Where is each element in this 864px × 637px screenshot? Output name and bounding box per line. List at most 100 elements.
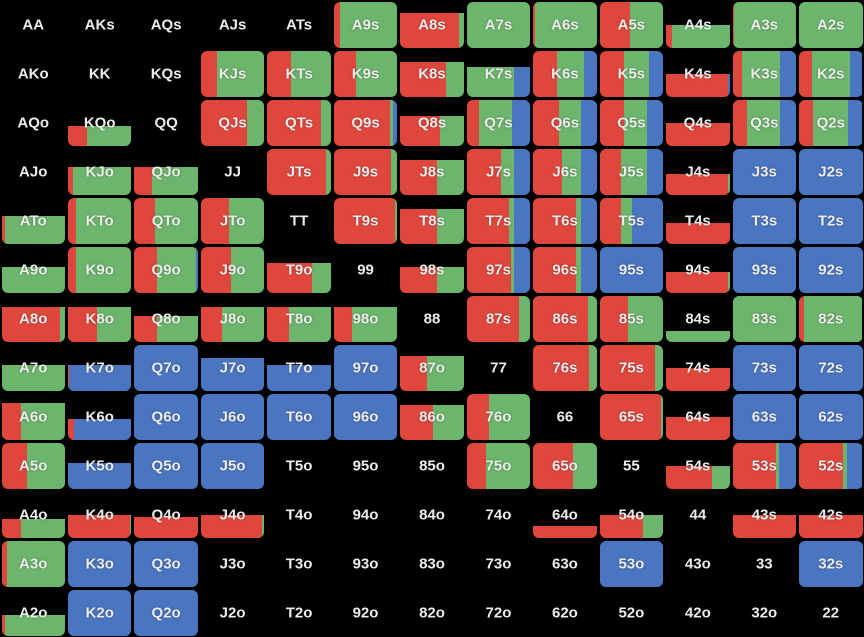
hand-cell-KJo[interactable]: KJo [67, 148, 132, 195]
hand-cell-73s[interactable]: 73s [732, 344, 797, 391]
hand-cell-AJo[interactable]: AJo [1, 148, 65, 195]
hand-cell-43o[interactable]: 43o [666, 540, 730, 587]
hand-cell-T2s[interactable]: T2s [799, 197, 863, 244]
hand-cell-J8o[interactable]: J8o [200, 295, 265, 342]
hand-cell-KK[interactable]: KK [67, 50, 132, 97]
hand-cell-AA[interactable]: AA [1, 1, 65, 48]
hand-cell-A3o[interactable]: A3o [1, 540, 65, 587]
hand-cell-AQs[interactable]: AQs [134, 1, 198, 48]
hand-cell-88[interactable]: 88 [400, 295, 464, 342]
hand-cell-K6s[interactable]: K6s [533, 50, 597, 97]
hand-cell-Q7s[interactable]: Q7s [466, 99, 531, 146]
hand-cell-32o[interactable]: 32o [732, 589, 797, 636]
hand-cell-73o[interactable]: 73o [466, 540, 531, 587]
hand-cell-T3o[interactable]: T3o [267, 540, 331, 587]
hand-cell-Q4o[interactable]: Q4o [134, 491, 198, 538]
hand-cell-T5s[interactable]: T5s [599, 197, 664, 244]
hand-cell-AQo[interactable]: AQo [1, 99, 65, 146]
hand-cell-32s[interactable]: 32s [799, 540, 863, 587]
hand-cell-99[interactable]: 99 [333, 246, 398, 293]
hand-cell-64s[interactable]: 64s [666, 393, 730, 440]
hand-cell-K5s[interactable]: K5s [599, 50, 664, 97]
hand-cell-QJs[interactable]: QJs [200, 99, 265, 146]
hand-cell-K7o[interactable]: K7o [67, 344, 132, 391]
hand-cell-87o[interactable]: 87o [400, 344, 464, 391]
hand-cell-A6o[interactable]: A6o [1, 393, 65, 440]
hand-cell-43s[interactable]: 43s [732, 491, 797, 538]
hand-cell-72s[interactable]: 72s [799, 344, 863, 391]
hand-cell-74o[interactable]: 74o [466, 491, 531, 538]
hand-cell-J5o[interactable]: J5o [200, 442, 265, 489]
hand-cell-J7o[interactable]: J7o [200, 344, 265, 391]
hand-cell-96o[interactable]: 96o [333, 393, 398, 440]
hand-cell-ATs[interactable]: ATs [267, 1, 331, 48]
hand-cell-A3s[interactable]: A3s [732, 1, 797, 48]
hand-cell-K9o[interactable]: K9o [67, 246, 132, 293]
hand-cell-Q9s[interactable]: Q9s [333, 99, 398, 146]
hand-cell-JTs[interactable]: JTs [267, 148, 331, 195]
hand-cell-Q5o[interactable]: Q5o [134, 442, 198, 489]
hand-cell-KTo[interactable]: KTo [67, 197, 132, 244]
hand-cell-Q8o[interactable]: Q8o [134, 295, 198, 342]
hand-cell-T2o[interactable]: T2o [267, 589, 331, 636]
hand-cell-83s[interactable]: 83s [732, 295, 797, 342]
hand-cell-Q6s[interactable]: Q6s [533, 99, 597, 146]
hand-cell-96s[interactable]: 96s [533, 246, 597, 293]
hand-cell-K3s[interactable]: K3s [732, 50, 797, 97]
hand-cell-54o[interactable]: 54o [599, 491, 664, 538]
hand-cell-J4s[interactable]: J4s [666, 148, 730, 195]
hand-cell-74s[interactable]: 74s [666, 344, 730, 391]
hand-cell-95s[interactable]: 95s [599, 246, 664, 293]
hand-cell-T5o[interactable]: T5o [267, 442, 331, 489]
hand-cell-T6s[interactable]: T6s [533, 197, 597, 244]
hand-cell-KQs[interactable]: KQs [134, 50, 198, 97]
hand-cell-A9s[interactable]: A9s [333, 1, 398, 48]
hand-cell-A2s[interactable]: A2s [799, 1, 863, 48]
hand-cell-83o[interactable]: 83o [400, 540, 464, 587]
hand-cell-T4s[interactable]: T4s [666, 197, 730, 244]
hand-cell-22[interactable]: 22 [799, 589, 863, 636]
hand-cell-T7o[interactable]: T7o [267, 344, 331, 391]
hand-cell-J2s[interactable]: J2s [799, 148, 863, 195]
hand-cell-Q2s[interactable]: Q2s [799, 99, 863, 146]
hand-cell-J8s[interactable]: J8s [400, 148, 464, 195]
hand-cell-TT[interactable]: TT [267, 197, 331, 244]
hand-cell-63o[interactable]: 63o [533, 540, 597, 587]
hand-cell-98o[interactable]: 98o [333, 295, 398, 342]
hand-cell-A4o[interactable]: A4o [1, 491, 65, 538]
hand-cell-QTs[interactable]: QTs [267, 99, 331, 146]
hand-cell-Q9o[interactable]: Q9o [134, 246, 198, 293]
hand-cell-42o[interactable]: 42o [666, 589, 730, 636]
hand-cell-ATo[interactable]: ATo [1, 197, 65, 244]
hand-cell-44[interactable]: 44 [666, 491, 730, 538]
hand-cell-K8s[interactable]: K8s [400, 50, 464, 97]
hand-cell-72o[interactable]: 72o [466, 589, 531, 636]
hand-cell-K5o[interactable]: K5o [67, 442, 132, 489]
hand-cell-42s[interactable]: 42s [799, 491, 863, 538]
hand-cell-94o[interactable]: 94o [333, 491, 398, 538]
hand-cell-A5o[interactable]: A5o [1, 442, 65, 489]
hand-cell-T4o[interactable]: T4o [267, 491, 331, 538]
hand-cell-92o[interactable]: 92o [333, 589, 398, 636]
hand-cell-87s[interactable]: 87s [466, 295, 531, 342]
hand-cell-84s[interactable]: 84s [666, 295, 730, 342]
hand-cell-76s[interactable]: 76s [533, 344, 597, 391]
hand-cell-Q8s[interactable]: Q8s [400, 99, 464, 146]
hand-cell-A6s[interactable]: A6s [533, 1, 597, 48]
hand-cell-J9s[interactable]: J9s [333, 148, 398, 195]
hand-cell-Q6o[interactable]: Q6o [134, 393, 198, 440]
hand-cell-86s[interactable]: 86s [533, 295, 597, 342]
hand-cell-55[interactable]: 55 [599, 442, 664, 489]
hand-cell-K2o[interactable]: K2o [67, 589, 132, 636]
hand-cell-QJo[interactable]: QJo [134, 148, 198, 195]
hand-cell-75s[interactable]: 75s [599, 344, 664, 391]
hand-cell-94s[interactable]: 94s [666, 246, 730, 293]
hand-cell-K8o[interactable]: K8o [67, 295, 132, 342]
hand-cell-K6o[interactable]: K6o [67, 393, 132, 440]
hand-cell-KQo[interactable]: KQo [67, 99, 132, 146]
hand-cell-63s[interactable]: 63s [732, 393, 797, 440]
hand-cell-J6s[interactable]: J6s [533, 148, 597, 195]
hand-cell-QTo[interactable]: QTo [134, 197, 198, 244]
hand-cell-JTo[interactable]: JTo [200, 197, 265, 244]
hand-cell-86o[interactable]: 86o [400, 393, 464, 440]
